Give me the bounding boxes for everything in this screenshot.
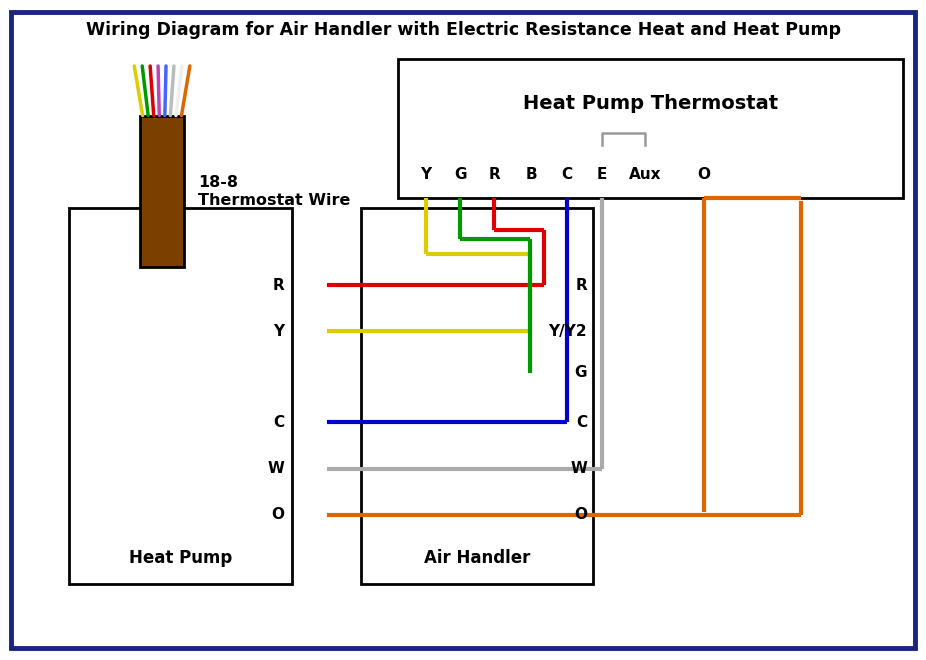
Bar <box>398 59 903 198</box>
Bar <box>69 208 292 584</box>
Text: B: B <box>526 167 537 182</box>
Text: Heat Pump Thermostat: Heat Pump Thermostat <box>523 94 778 114</box>
Text: Wiring Diagram for Air Handler with Electric Resistance Heat and Heat Pump: Wiring Diagram for Air Handler with Elec… <box>85 20 841 39</box>
Text: O: O <box>574 508 587 522</box>
Text: W: W <box>570 461 587 476</box>
Text: Heat Pump: Heat Pump <box>129 548 232 567</box>
Text: R: R <box>272 278 284 292</box>
Text: Y: Y <box>420 167 432 182</box>
Text: C: C <box>561 167 572 182</box>
Text: 18-8
Thermostat Wire: 18-8 Thermostat Wire <box>198 175 351 208</box>
Text: Air Handler: Air Handler <box>424 548 530 567</box>
Text: Y: Y <box>273 324 284 339</box>
Text: Y/Y2: Y/Y2 <box>548 324 587 339</box>
Text: R: R <box>489 167 500 182</box>
Bar <box>140 115 184 267</box>
Text: C: C <box>576 415 587 430</box>
Text: E: E <box>596 167 607 182</box>
Text: G: G <box>454 167 467 182</box>
Text: R: R <box>575 278 587 292</box>
Text: O: O <box>271 508 284 522</box>
Bar <box>361 208 593 584</box>
Text: G: G <box>575 366 587 380</box>
Text: C: C <box>273 415 284 430</box>
Text: W: W <box>268 461 284 476</box>
Text: O: O <box>697 167 710 182</box>
Text: Aux: Aux <box>629 167 662 182</box>
